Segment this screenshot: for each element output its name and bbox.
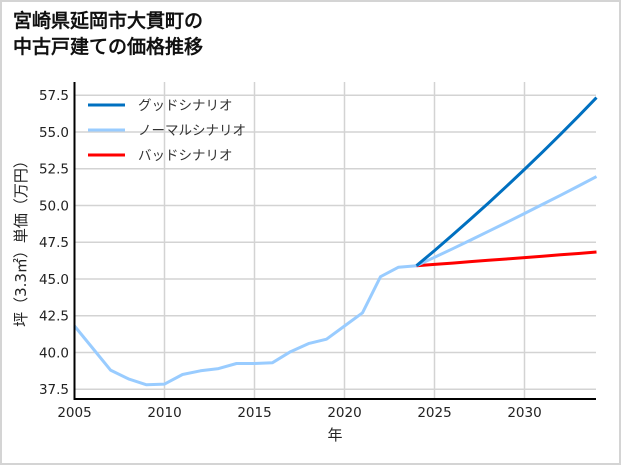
y-tick-label: 55.0 [39, 125, 69, 141]
y-tick-label: 37.5 [39, 382, 69, 398]
y-tick-label: 42.5 [39, 309, 69, 325]
data-series [73, 96, 598, 387]
chart-title-line2: 中古戸建ての価格推移 [13, 36, 204, 58]
x-tick-label: 2030 [507, 405, 541, 421]
y-tick-label: 45.0 [39, 272, 69, 288]
y-axis-label: 坪（3.3㎡）単価（万円） [12, 153, 30, 327]
series-line [415, 175, 598, 268]
chart-title-line1: 宮崎県延岡市大貫町の [13, 10, 204, 32]
y-tick-label: 40.0 [39, 345, 69, 361]
chart-title: 宮崎県延岡市大貫町の 中古戸建ての価格推移 [13, 8, 203, 60]
y-tick-label: 57.5 [39, 88, 69, 104]
x-tick-label: 2010 [147, 405, 181, 421]
legend-label: グッドシナリオ [138, 98, 233, 114]
y-tick-labels: 37.5 40.0 42.5 45.0 47.5 50.0 52.5 55.0 57.5 [39, 88, 69, 398]
y-tick-label: 52.5 [39, 162, 69, 178]
x-tick-label: 2025 [417, 405, 451, 421]
x-tick-label: 2020 [327, 405, 361, 421]
series-line [416, 250, 597, 268]
x-tick-labels: 2005 2010 2015 2020 2025 2030 [57, 405, 541, 421]
x-tick-label: 2005 [57, 405, 91, 421]
y-tick-label: 47.5 [39, 235, 69, 251]
series-line [415, 96, 598, 267]
legend-label: ノーマルシナリオ [138, 123, 246, 139]
series-line [73, 264, 417, 387]
y-tick-label: 50.0 [39, 198, 69, 214]
grid-lines [74, 82, 596, 399]
legend-label: バッドシナリオ [138, 148, 233, 164]
axes [73, 82, 596, 400]
x-tick-label: 2015 [237, 405, 271, 421]
x-axis-label: 年 [327, 426, 342, 444]
